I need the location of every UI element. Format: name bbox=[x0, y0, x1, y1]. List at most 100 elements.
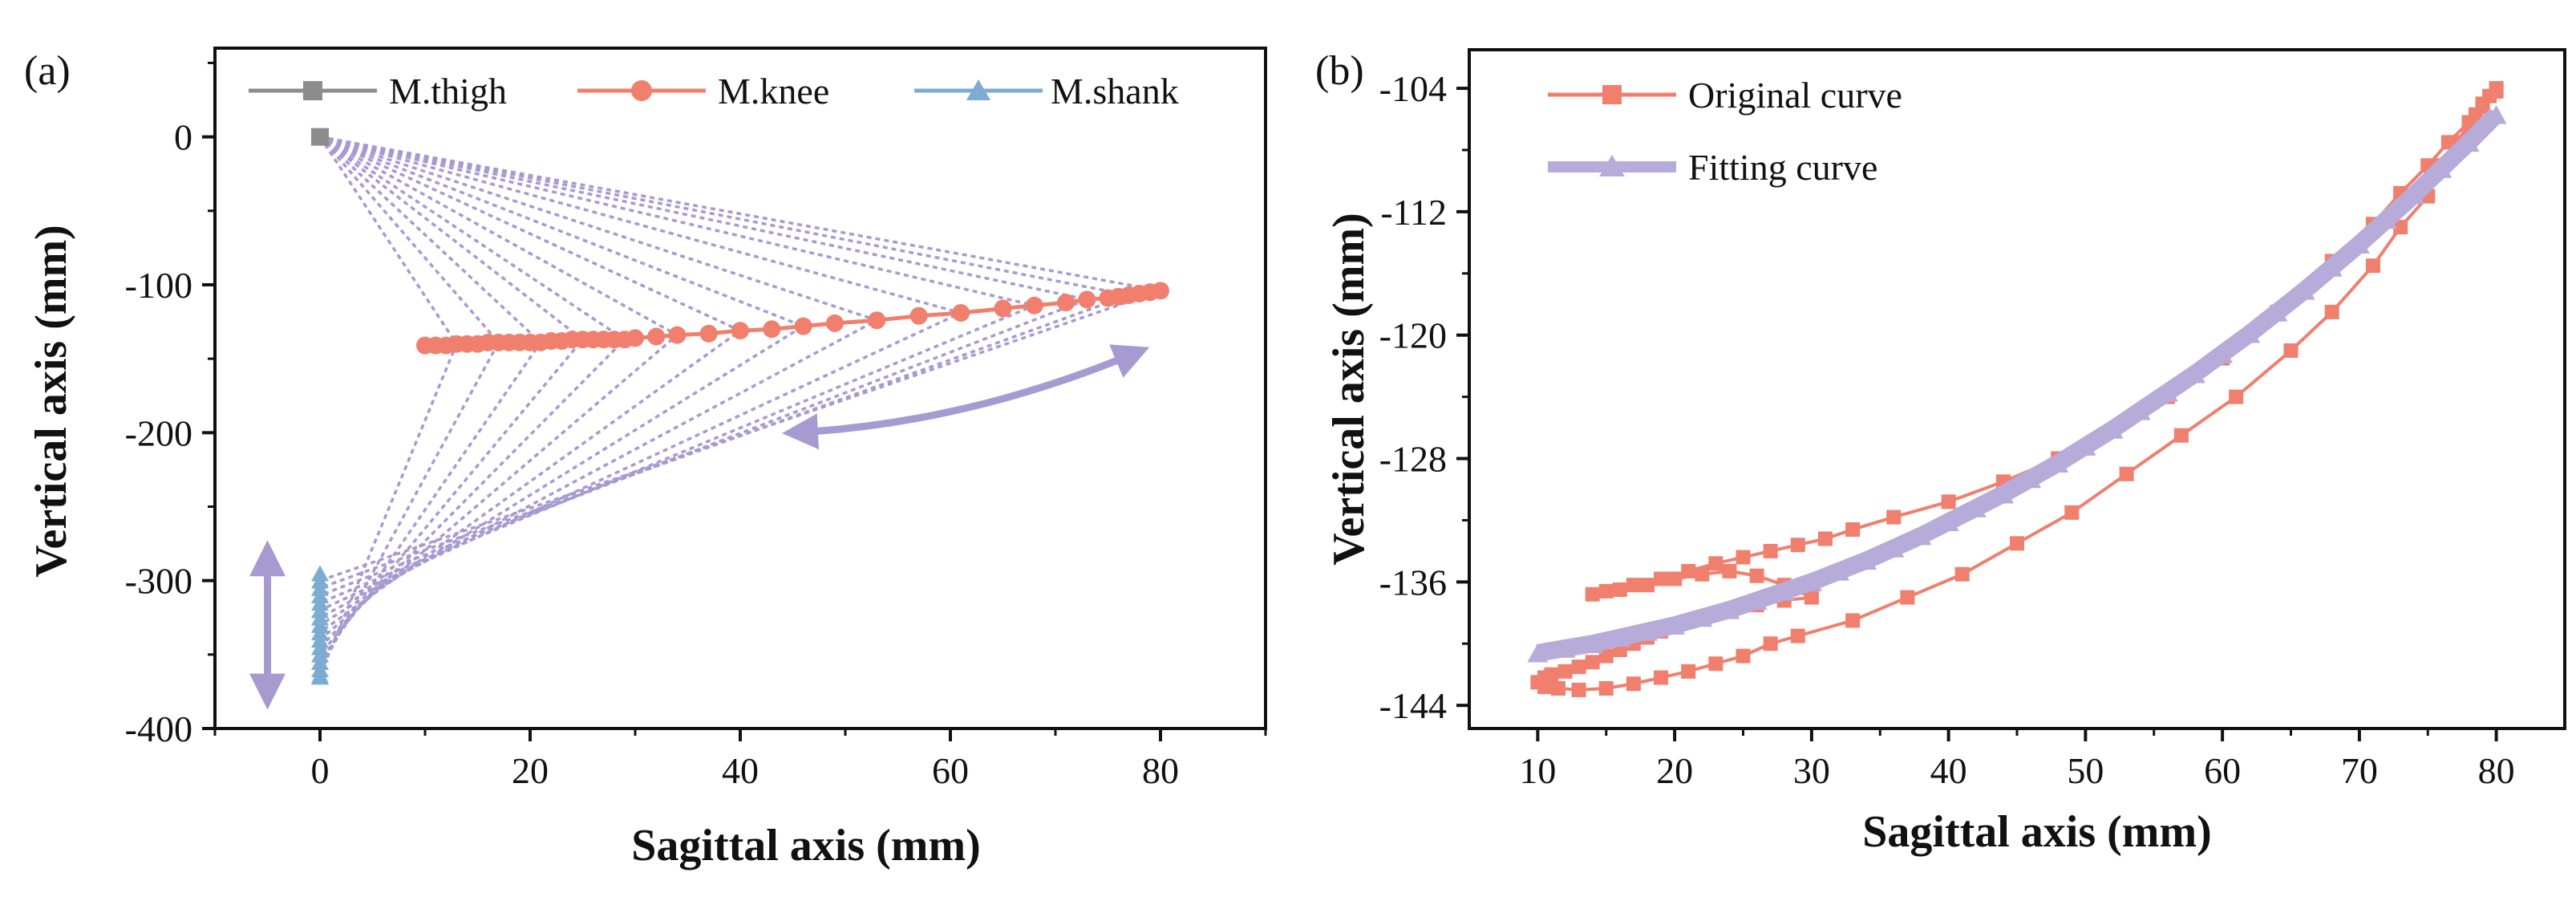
series-point-fitting bbox=[1746, 591, 1768, 611]
panel-b-xtick-label: 70 bbox=[2341, 750, 2378, 791]
series-point-original bbox=[1557, 664, 1573, 679]
series-point-original bbox=[1736, 648, 1751, 664]
panel-a-legend: M.thigh M.knee M.shank bbox=[249, 71, 1179, 112]
series-point-M.knee bbox=[1057, 294, 1075, 312]
series-point-fitting bbox=[2184, 364, 2205, 384]
series-point-original bbox=[2365, 258, 2380, 274]
series-point-M.knee bbox=[763, 320, 781, 339]
series-point-M.knee bbox=[825, 314, 844, 332]
legend-item-thigh: M.thigh bbox=[249, 71, 507, 112]
panel-a-ytick-label: -400 bbox=[125, 708, 192, 749]
series-point-fitting bbox=[2348, 234, 2370, 254]
panel-a-xtick-label: 80 bbox=[1142, 750, 1179, 791]
series-point-fitting bbox=[2321, 258, 2343, 277]
motion-arrow-curved bbox=[782, 344, 1150, 450]
series-point-original bbox=[1763, 543, 1778, 558]
series-point-fitting bbox=[2212, 344, 2234, 363]
series-point-fitting bbox=[1691, 607, 1713, 627]
panel-b-axes: 10 20 30 40 50 60 70 80 -104 -112 -120 -128 -136 -144 bbox=[1379, 48, 2566, 791]
series-point-original bbox=[1736, 550, 1751, 565]
legend-original-label: Original curve bbox=[1688, 75, 1902, 116]
series-point-original bbox=[1544, 667, 1559, 682]
series-point-M.knee bbox=[699, 324, 718, 343]
series-point-M.knee bbox=[1152, 282, 1169, 300]
series-point-original bbox=[1749, 568, 1764, 583]
series-point-original bbox=[1585, 586, 1600, 602]
panel-a-ytick-label: -200 bbox=[125, 412, 192, 453]
series-point-original bbox=[1790, 628, 1805, 643]
series-point-fitting bbox=[1856, 550, 1877, 570]
series-point-original bbox=[1681, 664, 1696, 679]
series-point-original bbox=[1954, 566, 1970, 582]
series-point-original bbox=[2173, 428, 2189, 443]
series-point-original bbox=[2119, 466, 2134, 481]
series-point-fitting bbox=[1609, 627, 1630, 647]
panel-b-xtick-label: 50 bbox=[2067, 750, 2104, 791]
series-point-original bbox=[1900, 590, 1915, 605]
series-point-fitting bbox=[2376, 209, 2398, 229]
panel-b-ytick-label: -112 bbox=[1380, 192, 1447, 233]
series-point-original bbox=[1845, 522, 1861, 537]
linkage-line bbox=[319, 135, 881, 619]
series-point-original bbox=[2229, 389, 2244, 404]
legend-item-shank: M.shank bbox=[914, 71, 1179, 112]
series-point-original bbox=[1585, 655, 1600, 670]
panel-b-xtick-label: 40 bbox=[1930, 750, 1967, 791]
series-point-original bbox=[1695, 566, 1710, 582]
series-point-fitting bbox=[2020, 469, 2042, 489]
panel-b-xtick-label: 30 bbox=[1793, 750, 1830, 791]
series-point-fitting bbox=[1992, 485, 2014, 504]
panel-b-ytick-label: -144 bbox=[1379, 685, 1447, 726]
panel-b-label: (b) bbox=[1315, 48, 1364, 94]
series-point-fitting bbox=[1910, 526, 1932, 546]
panel-a-xtick-label: 60 bbox=[932, 750, 969, 791]
series-point-fitting bbox=[2047, 453, 2069, 473]
series-point-original bbox=[1612, 582, 1627, 597]
panel-b-ytick-label: -128 bbox=[1379, 439, 1447, 480]
series-point-original bbox=[1845, 613, 1861, 628]
series-point-fitting bbox=[1883, 538, 1905, 558]
series-point-M.shank bbox=[311, 668, 329, 685]
panel-a: (a) 0 20 40 60 80 0 -100 -200 -300 -400 M.thigh M… bbox=[24, 47, 1267, 871]
series-point-original bbox=[2489, 83, 2504, 99]
series-point-fitting bbox=[1582, 634, 1603, 653]
panel-a-linkage-layer bbox=[318, 135, 1166, 676]
panel-b-ytick-label: -120 bbox=[1379, 315, 1447, 356]
legend-item-original: Original curve bbox=[1548, 75, 1902, 116]
legend-thigh-marker bbox=[303, 81, 322, 100]
linkage-line bbox=[319, 135, 807, 627]
series-point-original bbox=[1654, 571, 1669, 586]
linkage-line bbox=[318, 136, 500, 671]
series-point-original bbox=[2324, 304, 2339, 319]
panel-a-ytick-label: 0 bbox=[174, 117, 192, 158]
series-point-original bbox=[1941, 494, 1956, 509]
series-point-M.knee bbox=[1078, 290, 1096, 309]
series-point-original bbox=[1804, 590, 1819, 605]
series-point-fitting bbox=[2485, 105, 2507, 124]
series-point-original bbox=[1667, 571, 1683, 586]
legend-shank-label: M.shank bbox=[1051, 71, 1179, 112]
panel-b-xtick-label: 80 bbox=[2478, 750, 2515, 791]
series-point-original bbox=[1571, 682, 1586, 697]
panel-a-ylabel: Vertical axis (mm) bbox=[26, 225, 76, 578]
series-point-fitting bbox=[2431, 159, 2452, 178]
series-line-original bbox=[1536, 87, 2498, 692]
series-point-fitting bbox=[2404, 185, 2425, 205]
series-point-fitting bbox=[2075, 436, 2096, 456]
series-point-fitting bbox=[1800, 572, 1822, 592]
series-point-fitting bbox=[1719, 600, 1740, 619]
series-point-M.knee bbox=[1025, 296, 1043, 315]
series-point-fitting bbox=[2266, 302, 2288, 322]
series-point-original bbox=[1886, 509, 1902, 525]
series-point-original bbox=[2475, 99, 2490, 115]
legend-fitting-marker bbox=[1599, 155, 1625, 177]
panel-b-data-layer bbox=[1527, 81, 2507, 697]
series-point-original bbox=[2064, 505, 2080, 520]
series-point-original bbox=[2010, 536, 2024, 551]
series-point-original bbox=[1598, 648, 1614, 664]
panel-b-xlabel: Sagittal axis (mm) bbox=[1862, 807, 2212, 857]
series-point-fitting bbox=[1636, 622, 1658, 641]
legend-shank-marker bbox=[966, 79, 990, 100]
series-point-M.thigh bbox=[311, 128, 329, 146]
